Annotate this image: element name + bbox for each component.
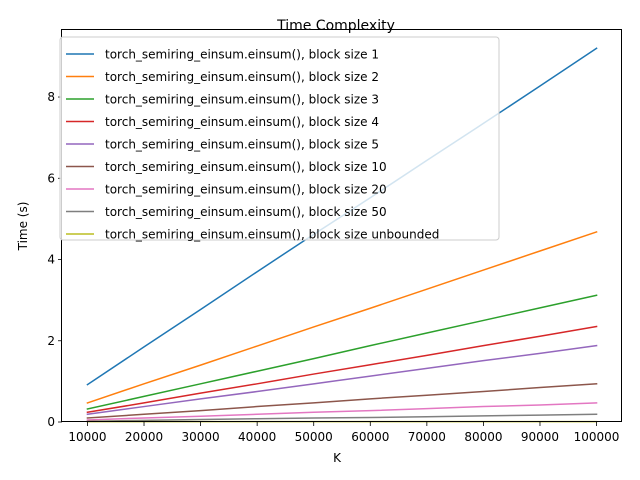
series-line-8: [86, 413, 598, 422]
x-tick-label: 30000: [181, 430, 219, 444]
series-line-7: [86, 402, 598, 421]
y-tick-label: 0: [47, 415, 55, 429]
x-tick-label: 90000: [521, 430, 559, 444]
x-tick-label: 10000: [68, 430, 106, 444]
legend-label-5: torch_semiring_einsum.einsum(), block si…: [105, 138, 379, 152]
legend-label-3: torch_semiring_einsum.einsum(), block si…: [105, 93, 379, 107]
legend-label-7: torch_semiring_einsum.einsum(), block si…: [105, 183, 387, 197]
series-line-2: [86, 230, 598, 404]
legend-label-4: torch_semiring_einsum.einsum(), block si…: [105, 115, 379, 129]
series-line-5: [86, 344, 598, 416]
legend: torch_semiring_einsum.einsum(), block si…: [59, 36, 500, 242]
series-line-6: [86, 383, 598, 419]
x-tick-label: 70000: [408, 430, 446, 444]
y-tick-label: 6: [47, 171, 55, 185]
series-line-4: [86, 325, 598, 414]
x-tick-label: 60000: [351, 430, 389, 444]
y-tick-label: 8: [47, 90, 55, 104]
legend-box: [59, 36, 500, 241]
y-tick-label: 2: [47, 334, 55, 348]
legend-label-6: torch_semiring_einsum.einsum(), block si…: [105, 160, 387, 174]
x-axis: 10000 20000 30000 40000 50000 60000 70000 80000…: [68, 422, 619, 444]
y-tick-label: 4: [47, 253, 55, 267]
x-tick-label: 50000: [295, 430, 333, 444]
x-tick-label: 40000: [238, 430, 276, 444]
legend-label-8: torch_semiring_einsum.einsum(), block si…: [105, 205, 387, 219]
x-tick-label: 80000: [464, 430, 502, 444]
series-line-3: [86, 294, 598, 410]
legend-label-2: torch_semiring_einsum.einsum(), block si…: [105, 70, 379, 84]
legend-label-9: torch_semiring_einsum.einsum(), block si…: [105, 228, 439, 242]
y-axis-label: Time (s): [16, 202, 30, 252]
x-axis-label: K: [333, 451, 342, 465]
x-tick-label: 100000: [574, 430, 620, 444]
x-tick-label: 20000: [125, 430, 163, 444]
legend-label-1: torch_semiring_einsum.einsum(), block si…: [105, 48, 379, 62]
chart-title: Time Complexity: [276, 18, 395, 34]
